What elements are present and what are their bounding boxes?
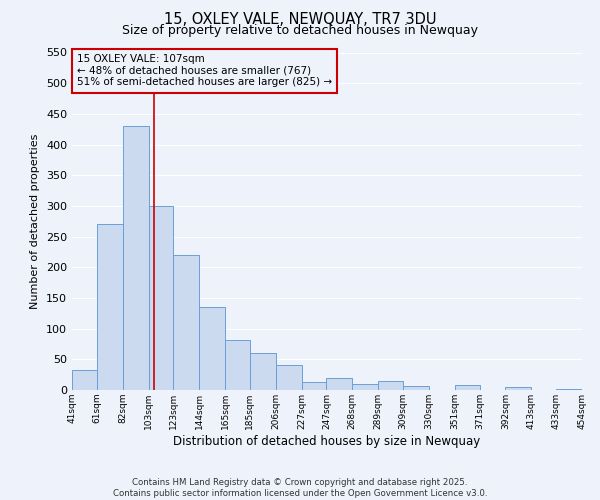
Text: 15 OXLEY VALE: 107sqm
← 48% of detached houses are smaller (767)
51% of semi-det: 15 OXLEY VALE: 107sqm ← 48% of detached … bbox=[77, 54, 332, 88]
Bar bbox=[326, 378, 352, 390]
Y-axis label: Number of detached properties: Number of detached properties bbox=[31, 134, 40, 309]
Bar bbox=[505, 387, 532, 390]
Bar bbox=[302, 382, 326, 390]
Bar bbox=[173, 255, 199, 390]
Text: 15, OXLEY VALE, NEWQUAY, TR7 3DU: 15, OXLEY VALE, NEWQUAY, TR7 3DU bbox=[164, 12, 436, 28]
Bar bbox=[455, 385, 479, 390]
Bar bbox=[149, 206, 173, 390]
Bar bbox=[403, 386, 429, 390]
Bar bbox=[72, 370, 97, 390]
Bar bbox=[122, 126, 149, 390]
Bar bbox=[199, 307, 225, 390]
Text: Size of property relative to detached houses in Newquay: Size of property relative to detached ho… bbox=[122, 24, 478, 37]
Bar bbox=[352, 384, 378, 390]
X-axis label: Distribution of detached houses by size in Newquay: Distribution of detached houses by size … bbox=[173, 434, 481, 448]
Bar bbox=[378, 382, 403, 390]
Text: Contains HM Land Registry data © Crown copyright and database right 2025.
Contai: Contains HM Land Registry data © Crown c… bbox=[113, 478, 487, 498]
Bar bbox=[225, 340, 250, 390]
Bar bbox=[556, 389, 582, 390]
Bar bbox=[276, 366, 302, 390]
Bar bbox=[97, 224, 122, 390]
Bar bbox=[250, 353, 276, 390]
